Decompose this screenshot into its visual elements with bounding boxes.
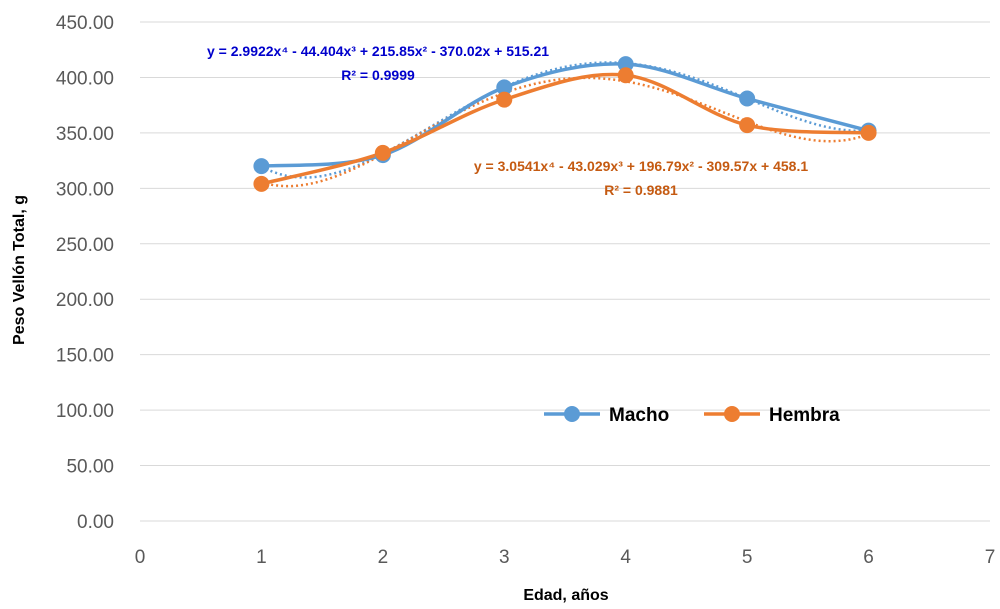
- x-tick-label: 7: [985, 547, 996, 568]
- x-tick-labels: 0 1 2 3 4 5 6 7: [135, 547, 996, 568]
- x-tick-label: 1: [256, 547, 267, 568]
- x-tick-label: 4: [620, 547, 631, 568]
- x-tick-label: 6: [863, 547, 874, 568]
- y-tick-label: 250.00: [56, 235, 114, 256]
- legend-hembra-marker: [724, 406, 740, 422]
- grid: [140, 21, 990, 467]
- x-axis-title: Edad, años: [523, 587, 608, 604]
- data-point-hembra: [496, 91, 513, 108]
- data-point-hembra: [860, 124, 877, 141]
- y-tick-label: 100.00: [56, 401, 114, 422]
- y-tick-label: 300.00: [56, 179, 114, 200]
- y-tick-labels: 0.00 50.00 100.00 150.00 200.00 250.00 300.00 3…: [56, 13, 114, 533]
- legend-macho-label: Macho: [609, 405, 669, 426]
- series-line-hembra: [260, 72, 869, 186]
- series-layer: [253, 56, 877, 192]
- x-tick-label: 3: [499, 547, 510, 568]
- trendline-hembra: [261, 76, 869, 188]
- y-tick-label: 50.00: [66, 457, 114, 478]
- hembra-trend-r2: R² = 0.9881: [604, 182, 678, 198]
- trendlines: [260, 61, 869, 188]
- y-tick-label: 350.00: [56, 124, 114, 145]
- data-point-macho: [739, 90, 756, 107]
- legend-item-macho: Macho: [544, 405, 669, 426]
- data-point-hembra: [374, 144, 391, 161]
- macho-trend-r2: R² = 0.9999: [341, 67, 415, 83]
- y-tick-label: 150.00: [56, 346, 114, 367]
- data-point-macho: [617, 56, 634, 73]
- hembra-trend-equation: y = 3.0541x⁴ - 43.029x³ + 196.79x² - 309…: [474, 158, 808, 174]
- data-point-macho: [496, 79, 513, 96]
- y-tick-label: 400.00: [56, 68, 114, 89]
- legend: Macho Hembra: [544, 405, 840, 426]
- legend-item-hembra: Hembra: [704, 405, 840, 426]
- data-point-hembra: [617, 67, 634, 84]
- y-tick-label: 200.00: [56, 290, 114, 311]
- legend-hembra-label: Hembra: [769, 405, 840, 426]
- y-tick-label: 0.00: [77, 512, 114, 533]
- data-point-macho: [253, 158, 270, 175]
- legend-macho-marker: [564, 406, 580, 422]
- data-point-hembra: [739, 117, 756, 134]
- data-point-hembra: [253, 175, 270, 192]
- x-tick-label: 5: [742, 547, 753, 568]
- y-axis-title: Peso Vellón Total, g: [11, 195, 28, 345]
- macho-trend-equation: y = 2.9922x⁴ - 44.404x³ + 215.85x² - 370…: [207, 43, 549, 59]
- x-tick-label: 2: [378, 547, 389, 568]
- x-tick-label: 0: [135, 547, 146, 568]
- y-tick-label: 450.00: [56, 13, 114, 34]
